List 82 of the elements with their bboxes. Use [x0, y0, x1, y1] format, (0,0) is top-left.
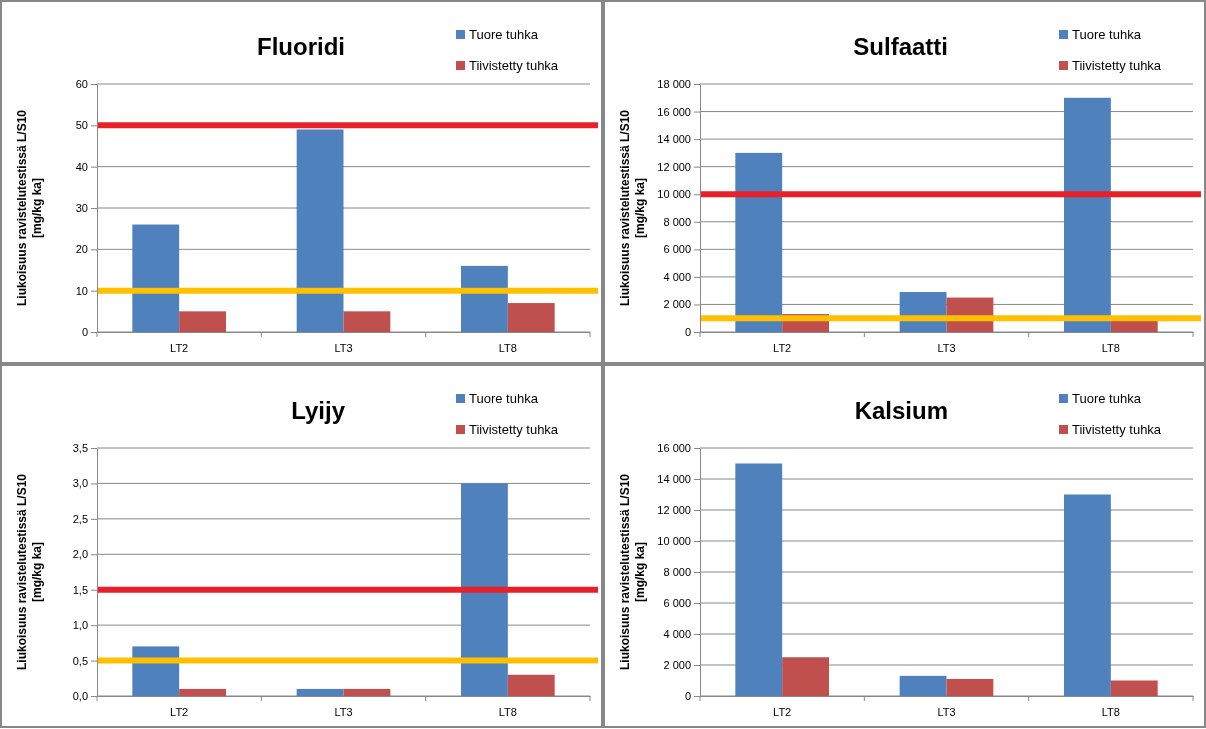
x-tick-label: LT8	[498, 705, 517, 718]
y-tick-label: 12 000	[657, 160, 691, 173]
x-tick-label: LT2	[773, 705, 792, 718]
y-tick-label: 3,0	[72, 477, 88, 490]
y-tick-label: 3,5	[72, 442, 88, 455]
bar	[899, 675, 947, 696]
bar	[461, 265, 508, 332]
bar	[946, 678, 994, 696]
bar	[782, 657, 829, 696]
y-tick-label: 2,5	[72, 512, 88, 525]
y-tick-label: 2 000	[663, 659, 691, 672]
y-tick-label: 6 000	[663, 243, 691, 256]
y-tick-label: 1,0	[72, 619, 88, 632]
y-tick-label: 2 000	[663, 298, 691, 311]
y-axis-title: Liukoisuus ravistelutestissä L/S10 [mg/kg ka]	[618, 109, 647, 307]
chart-title: Fluoridi	[257, 33, 345, 60]
y-tick-label: 14 000	[657, 473, 691, 486]
y-axis-title: Liukoisuus ravistelutestissä L/S10 [mg/kg ka]	[15, 109, 44, 307]
y-tick-label: 0	[684, 690, 691, 703]
y-tick-label: 4 000	[663, 628, 691, 641]
x-tick-label: LT3	[334, 341, 353, 354]
bar	[343, 311, 391, 332]
x-tick-label: LT3	[334, 705, 353, 718]
bar	[1110, 320, 1158, 332]
y-tick-label: 8 000	[663, 566, 691, 579]
y-tick-label: 6 000	[663, 597, 691, 610]
y-tick-label: 0	[81, 326, 88, 339]
legend-label: Tuore tuhka	[1072, 27, 1142, 42]
legend-label: Tuore tuhka	[469, 27, 539, 42]
bar	[461, 483, 508, 696]
y-tick-label: 60	[75, 78, 88, 91]
bar	[735, 463, 783, 696]
x-tick-label: LT8	[1101, 705, 1120, 718]
x-tick-label: LT3	[937, 341, 956, 354]
chart-title: Sulfaatti	[853, 33, 948, 60]
y-tick-label: 0,5	[72, 654, 88, 667]
chart-title: Kalsium	[854, 397, 948, 424]
bar	[296, 688, 344, 696]
y-tick-label: 50	[75, 119, 88, 132]
legend-label: Tiivistetty tuhka	[469, 58, 559, 73]
x-tick-label: LT8	[1101, 341, 1120, 354]
bar	[343, 688, 391, 696]
y-axis-title: Liukoisuus ravistelutestissä L/S10 [mg/kg ka]	[618, 473, 647, 671]
y-tick-label: 0	[684, 326, 691, 339]
y-tick-label: 14 000	[657, 133, 691, 146]
bar	[132, 224, 180, 332]
bar	[507, 303, 555, 332]
x-tick-label: LT2	[773, 341, 792, 354]
y-tick-label: 4 000	[663, 270, 691, 283]
y-tick-label: 10 000	[657, 188, 691, 201]
bar	[507, 674, 555, 696]
y-axis-title: Liukoisuus ravistelutestissä L/S10 [mg/kg ka]	[15, 473, 44, 671]
legend-label: Tiivistetty tuhka	[469, 422, 559, 437]
x-tick-label: LT8	[498, 341, 517, 354]
bar	[1064, 97, 1111, 332]
bar	[1110, 680, 1158, 696]
y-tick-label: 30	[75, 202, 88, 215]
y-tick-label: 40	[75, 160, 88, 173]
y-tick-label: 16 000	[657, 442, 691, 455]
y-tick-label: 16 000	[657, 105, 691, 118]
y-tick-label: 20	[75, 243, 88, 256]
legend-label: Tuore tuhka	[1072, 391, 1142, 406]
y-tick-label: 10	[75, 284, 88, 297]
x-tick-label: LT2	[170, 341, 189, 354]
y-tick-label: 10 000	[657, 535, 691, 548]
bar	[179, 311, 226, 332]
x-tick-label: LT2	[170, 705, 189, 718]
y-tick-label: 8 000	[663, 215, 691, 228]
bar	[179, 688, 226, 696]
y-tick-label: 2,0	[72, 548, 88, 561]
bar	[1064, 494, 1111, 696]
bar	[296, 129, 344, 332]
y-tick-label: 18 000	[657, 78, 691, 91]
bar	[735, 152, 783, 332]
x-tick-label: LT3	[937, 705, 956, 718]
y-tick-label: 0,0	[72, 690, 88, 703]
legend-label: Tiivistetty tuhka	[1072, 58, 1162, 73]
legend-label: Tiivistetty tuhka	[1072, 422, 1162, 437]
legend-label: Tuore tuhka	[469, 391, 539, 406]
y-tick-label: 1,5	[72, 583, 88, 596]
chart-title: Lyijy	[291, 397, 346, 424]
y-tick-label: 12 000	[657, 504, 691, 517]
